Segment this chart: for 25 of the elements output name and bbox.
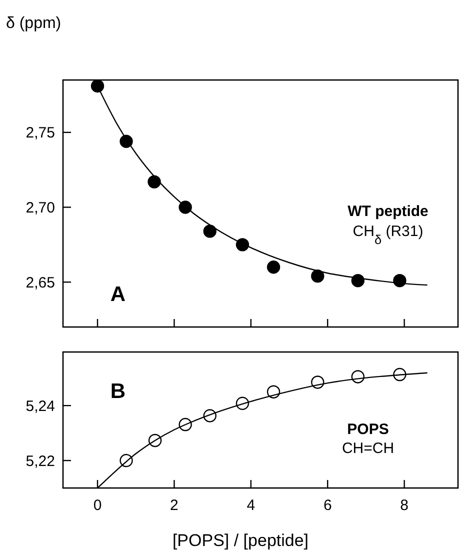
x-axis-title: [POPS] / [peptide] (172, 531, 309, 550)
x-tick-label: 8 (400, 497, 408, 514)
annotation: A (110, 283, 126, 306)
x-tick-label: 4 (246, 497, 256, 514)
y-tick-label: 2,75 (26, 124, 55, 142)
y-tick-label: 2,70 (26, 199, 55, 216)
y-tick-label: 5,24 (26, 398, 55, 415)
point (266, 260, 280, 274)
annotation: POPS (347, 421, 389, 438)
x-tick-label: 0 (93, 497, 102, 514)
annotation: B (110, 380, 126, 403)
x-tick-label: 2 (170, 497, 178, 514)
point (90, 80, 104, 93)
annotation: CH$_{δ}$ (R31) (352, 222, 424, 246)
point (351, 274, 365, 288)
annotation: CH=CH (342, 440, 394, 457)
point (393, 274, 406, 288)
annotation: WT peptide (348, 202, 428, 220)
point (148, 175, 161, 188)
y-tick-label: 2,65 (26, 274, 55, 292)
x-tick-label: 6 (323, 497, 332, 514)
y-axis-title: δ (ppm) (6, 15, 62, 32)
point (203, 224, 216, 238)
point (311, 270, 324, 283)
y-tick-label: 5,22 (26, 452, 55, 470)
